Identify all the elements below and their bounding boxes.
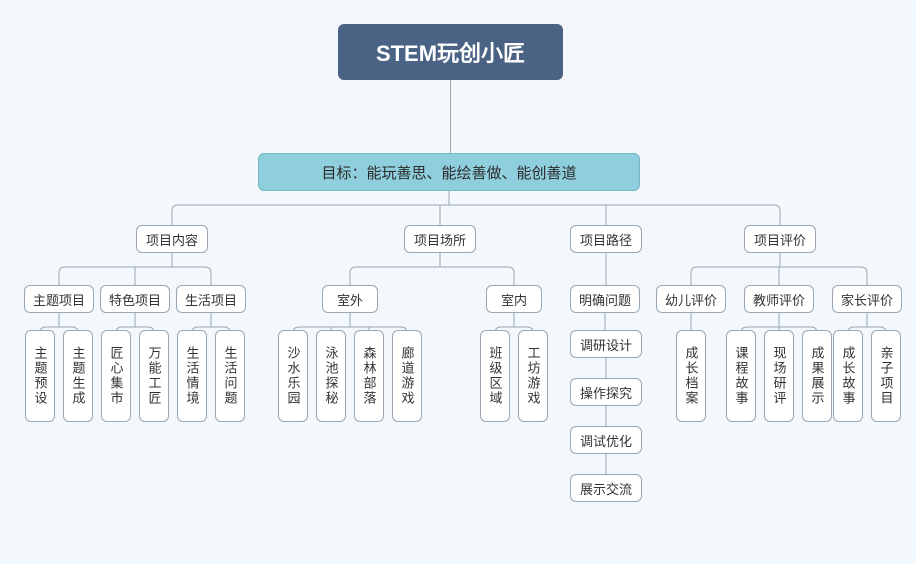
leaf-s1-0: 主题预设 bbox=[25, 330, 55, 422]
category-c2: 项目场所 bbox=[404, 225, 476, 253]
leaf-s4-2: 森林部落 bbox=[354, 330, 384, 422]
category-c4: 项目评价 bbox=[744, 225, 816, 253]
goal-node: 目标：能玩善思、能绘善做、能创善道 bbox=[258, 153, 640, 191]
sub-s6: 明确问题 bbox=[570, 285, 640, 313]
stem-tree-diagram: STEM玩创小匠目标：能玩善思、能绘善做、能创善道项目内容 项目场所 项目路径 项目评… bbox=[0, 0, 916, 564]
sub-s2: 特色项目 bbox=[100, 285, 170, 313]
seq-s6-3: 展示交流 bbox=[570, 474, 642, 502]
leaf-s2-1: 万能工匠 bbox=[139, 330, 169, 422]
seq-s6-2: 调试优化 bbox=[570, 426, 642, 454]
leaf-s5-0: 班级区域 bbox=[480, 330, 510, 422]
category-c3: 项目路径 bbox=[570, 225, 642, 253]
leaf-s3-1: 生活问题 bbox=[215, 330, 245, 422]
sub-s9: 家长评价 bbox=[832, 285, 902, 313]
leaf-s3-0: 生活情境 bbox=[177, 330, 207, 422]
leaf-s2-0: 匠心集市 bbox=[101, 330, 131, 422]
leaf-s4-3: 廊道游戏 bbox=[392, 330, 422, 422]
leaf-s1-1: 主题生成 bbox=[63, 330, 93, 422]
leaf-s5-1: 工坊游戏 bbox=[518, 330, 548, 422]
sub-s4: 室外 bbox=[322, 285, 378, 313]
root-node: STEM玩创小匠 bbox=[338, 24, 563, 80]
leaf-s9-0: 成长故事 bbox=[833, 330, 863, 422]
leaf-s8-0: 课程故事 bbox=[726, 330, 756, 422]
sub-s1: 主题项目 bbox=[24, 285, 94, 313]
leaf-s9-1: 亲子项目 bbox=[871, 330, 901, 422]
sub-s8: 教师评价 bbox=[744, 285, 814, 313]
seq-s6-0: 调研设计 bbox=[570, 330, 642, 358]
category-c1: 项目内容 bbox=[136, 225, 208, 253]
leaf-s4-0: 沙水乐园 bbox=[278, 330, 308, 422]
seq-s6-1: 操作探究 bbox=[570, 378, 642, 406]
connector-lines bbox=[0, 0, 916, 564]
sub-s7: 幼儿评价 bbox=[656, 285, 726, 313]
leaf-s8-1: 现场研评 bbox=[764, 330, 794, 422]
sub-s5: 室内 bbox=[486, 285, 542, 313]
leaf-s8-2: 成果展示 bbox=[802, 330, 832, 422]
sub-s3: 生活项目 bbox=[176, 285, 246, 313]
leaf-s7-0: 成长档案 bbox=[676, 330, 706, 422]
leaf-s4-1: 泳池探秘 bbox=[316, 330, 346, 422]
